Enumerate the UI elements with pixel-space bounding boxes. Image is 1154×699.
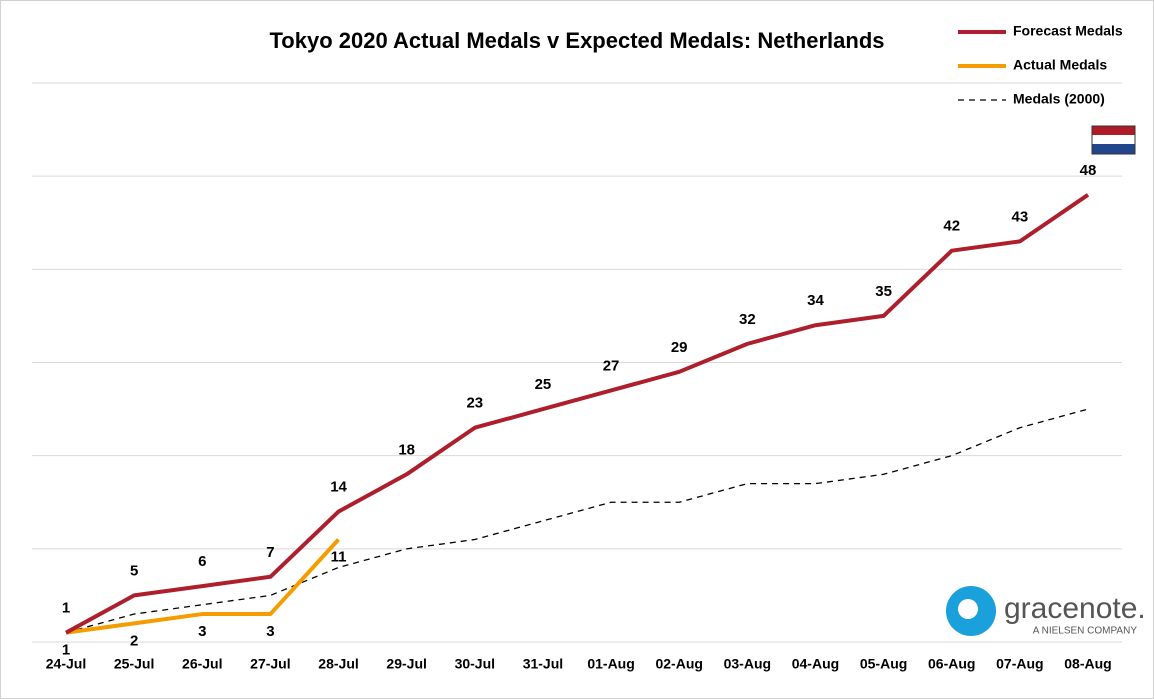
x-tick-label: 07-Aug <box>996 656 1043 672</box>
data-label: 23 <box>466 395 483 412</box>
x-tick-label: 29-Jul <box>386 656 426 672</box>
x-tick-label: 02-Aug <box>655 656 702 672</box>
data-label: 25 <box>535 376 552 393</box>
data-label: 7 <box>266 544 274 561</box>
data-label: 6 <box>198 553 206 570</box>
x-tick-label: 08-Aug <box>1064 656 1111 672</box>
legend-label: Forecast Medals <box>1013 23 1123 39</box>
data-label: 29 <box>671 339 688 356</box>
chart-title: Tokyo 2020 Actual Medals v Expected Meda… <box>270 28 885 53</box>
data-label: 34 <box>807 292 824 309</box>
data-label: 42 <box>943 218 960 235</box>
data-label: 3 <box>266 623 274 640</box>
data-label: 14 <box>330 479 347 496</box>
series-line <box>65 193 1090 635</box>
x-tick-label: 27-Jul <box>250 656 290 672</box>
data-label: 3 <box>198 623 206 640</box>
x-tick-label: 31-Jul <box>523 656 563 672</box>
x-tick-label: 28-Jul <box>318 656 358 672</box>
data-label: 43 <box>1012 208 1029 225</box>
data-label: 18 <box>398 441 415 458</box>
data-label: 1 <box>62 642 70 659</box>
legend-label: Medals (2000) <box>1013 91 1105 107</box>
data-label: 27 <box>603 357 620 374</box>
data-label: 5 <box>130 562 138 579</box>
data-label: 32 <box>739 311 756 328</box>
series-line <box>65 408 1089 634</box>
legend-label: Actual Medals <box>1013 57 1107 73</box>
x-tick-label: 30-Jul <box>455 656 495 672</box>
logo-tagline: A NIELSEN COMPANY <box>1033 626 1138 637</box>
series-line <box>65 538 341 635</box>
data-label: 35 <box>875 283 892 300</box>
data-label: 48 <box>1080 162 1097 179</box>
x-tick-label: 04-Aug <box>792 656 839 672</box>
data-label: 1 <box>62 600 70 617</box>
x-tick-label: 25-Jul <box>114 656 154 672</box>
x-tick-label: 26-Jul <box>182 656 222 672</box>
data-label: 11 <box>331 548 347 565</box>
flag <box>1091 125 1136 155</box>
x-tick-label: 24-Jul <box>46 656 86 672</box>
x-tick-label: 01-Aug <box>587 656 634 672</box>
x-tick-label: 06-Aug <box>928 656 975 672</box>
data-label: 2 <box>130 632 138 649</box>
logo: gracenote. A NIELSEN COMPANY <box>946 586 1146 637</box>
logo-name: gracenote. <box>1004 592 1146 625</box>
x-tick-label: 03-Aug <box>724 656 771 672</box>
x-tick-label: 05-Aug <box>860 656 907 672</box>
